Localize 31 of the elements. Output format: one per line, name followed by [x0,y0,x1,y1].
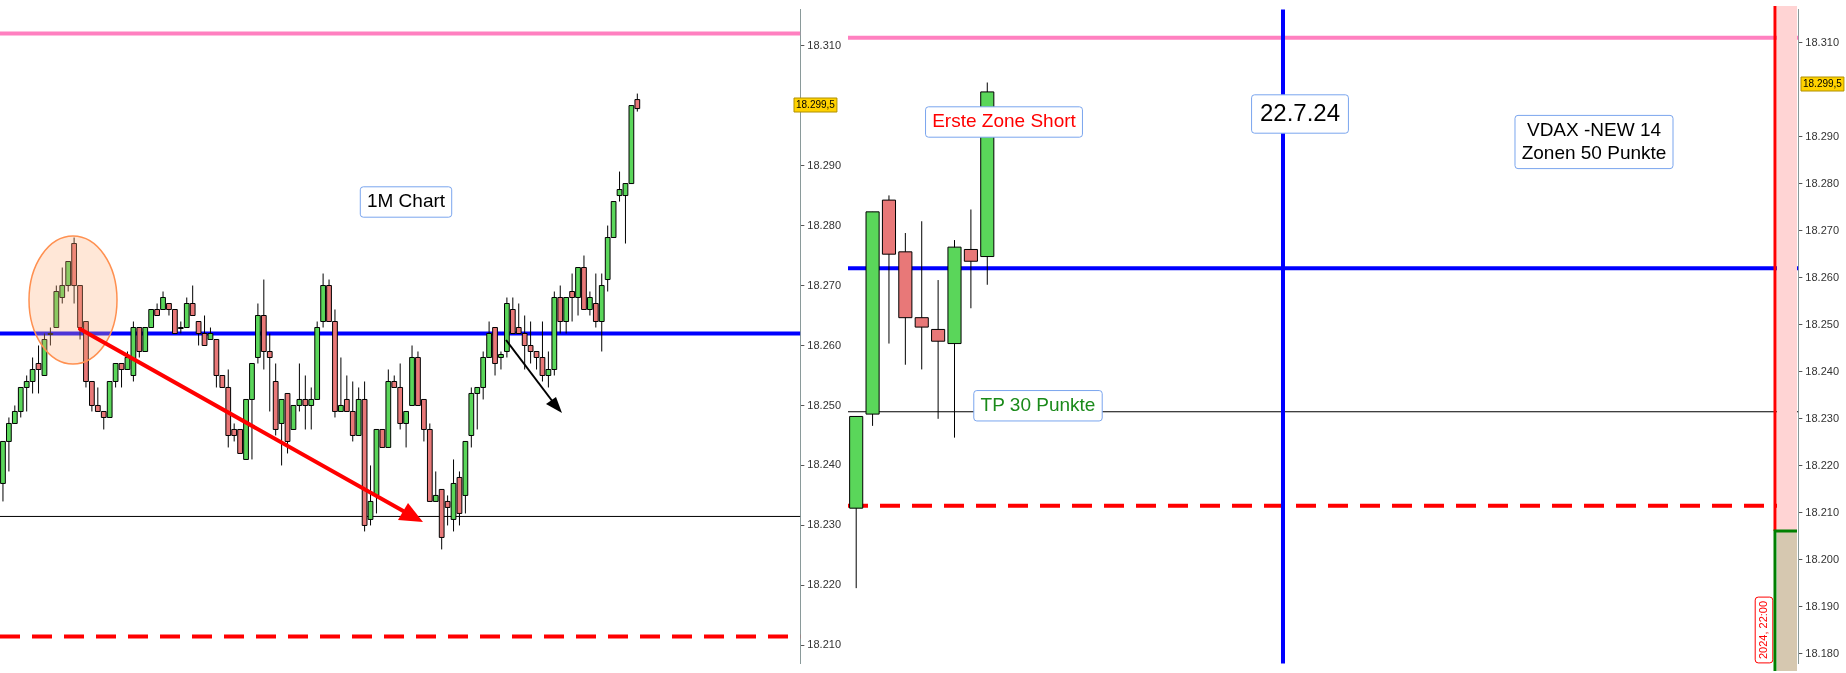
y-tick-label: 18.280 [807,218,842,231]
y-tick-label: 18.310 [1805,35,1840,48]
y-tick-label: 18.180 [1805,647,1840,660]
annotation: Erste Zone Short [932,110,1077,132]
y-tick-label: 18.260 [1805,270,1840,283]
y-tick-label: 18.270 [1805,223,1840,236]
y-tick-label: 18.240 [807,458,842,471]
y-tick-label: 18.210 [807,638,842,651]
y-tick-label: 18.290 [807,158,842,171]
y-tick-label: 18.210 [1805,505,1840,518]
text: 18.299,5 [1803,77,1843,89]
ref-line-label: TP 30 Punkte [980,393,1096,415]
y-tick-label: 18.230 [1805,411,1840,424]
y-tick-label: 18.250 [1805,317,1840,330]
y-tick-label: 18.230 [807,518,842,531]
annotation: 1M Chart [366,190,446,212]
y-tick-label: 18.200 [1805,552,1840,565]
y-tick-label: 18.280 [1805,176,1840,189]
y-tick-label: 18.290 [1805,129,1840,142]
annotation: 22.7.24 [1259,98,1341,126]
y-tick-label: 18.260 [807,338,842,351]
y-tick-label: 18.250 [807,398,842,411]
annotation: 2024, 22:00 [1757,600,1770,660]
annotation: VDAX -NEW 14 Zonen 50 Punkte [1521,118,1667,163]
y-tick-label: 18.270 [807,278,842,291]
y-tick-label: 18.220 [1805,458,1840,471]
y-tick-label: 18.310 [807,38,842,51]
annotation: 18.299,5 [796,98,836,110]
y-tick-label: 18.240 [1805,364,1840,377]
y-tick-label: 18.220 [807,578,842,591]
y-tick-label: 18.190 [1805,599,1840,612]
